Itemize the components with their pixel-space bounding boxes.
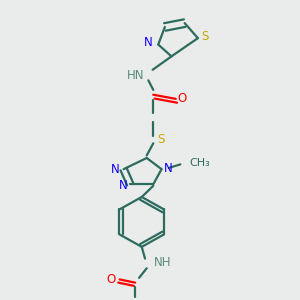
- Text: O: O: [178, 92, 187, 105]
- Text: N: N: [164, 162, 172, 175]
- Text: N: N: [144, 36, 153, 50]
- Text: N: N: [118, 179, 127, 192]
- Text: S: S: [157, 133, 164, 146]
- Text: O: O: [106, 273, 116, 286]
- Text: N: N: [111, 163, 119, 176]
- Text: CH₃: CH₃: [189, 158, 210, 168]
- Text: NH: NH: [154, 256, 172, 269]
- Text: HN: HN: [127, 69, 144, 82]
- Text: S: S: [202, 30, 209, 43]
